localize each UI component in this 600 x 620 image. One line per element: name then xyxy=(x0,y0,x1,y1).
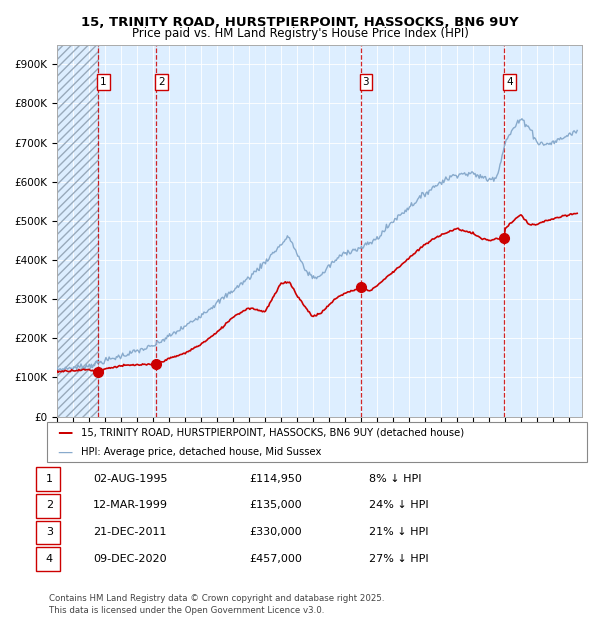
Text: £457,000: £457,000 xyxy=(249,554,302,564)
Text: Price paid vs. HM Land Registry's House Price Index (HPI): Price paid vs. HM Land Registry's House … xyxy=(131,27,469,40)
Text: 4: 4 xyxy=(506,77,513,87)
Text: 09-DEC-2020: 09-DEC-2020 xyxy=(93,554,167,564)
Text: 2: 2 xyxy=(46,500,53,510)
Text: 12-MAR-1999: 12-MAR-1999 xyxy=(93,500,168,510)
Text: 3: 3 xyxy=(46,527,53,537)
Text: 02-AUG-1995: 02-AUG-1995 xyxy=(93,474,167,484)
Text: £135,000: £135,000 xyxy=(249,500,302,510)
Text: 15, TRINITY ROAD, HURSTPIERPOINT, HASSOCKS, BN6 9UY: 15, TRINITY ROAD, HURSTPIERPOINT, HASSOC… xyxy=(81,16,519,29)
Text: 1: 1 xyxy=(100,77,107,87)
Text: £330,000: £330,000 xyxy=(249,527,302,537)
Text: 2: 2 xyxy=(158,77,164,87)
Text: 15, TRINITY ROAD, HURSTPIERPOINT, HASSOCKS, BN6 9UY (detached house): 15, TRINITY ROAD, HURSTPIERPOINT, HASSOC… xyxy=(81,427,464,437)
Text: Contains HM Land Registry data © Crown copyright and database right 2025.
This d: Contains HM Land Registry data © Crown c… xyxy=(49,594,385,615)
Text: 4: 4 xyxy=(46,554,53,564)
Text: 27% ↓ HPI: 27% ↓ HPI xyxy=(369,554,428,564)
Text: £114,950: £114,950 xyxy=(249,474,302,484)
Text: 1: 1 xyxy=(46,474,53,484)
Text: 21% ↓ HPI: 21% ↓ HPI xyxy=(369,527,428,537)
Text: 21-DEC-2011: 21-DEC-2011 xyxy=(93,527,167,537)
Text: 24% ↓ HPI: 24% ↓ HPI xyxy=(369,500,428,510)
Text: —: — xyxy=(57,425,73,440)
Text: 3: 3 xyxy=(362,77,369,87)
Text: —: — xyxy=(57,445,72,459)
Text: HPI: Average price, detached house, Mid Sussex: HPI: Average price, detached house, Mid … xyxy=(81,447,322,457)
Text: 8% ↓ HPI: 8% ↓ HPI xyxy=(369,474,421,484)
